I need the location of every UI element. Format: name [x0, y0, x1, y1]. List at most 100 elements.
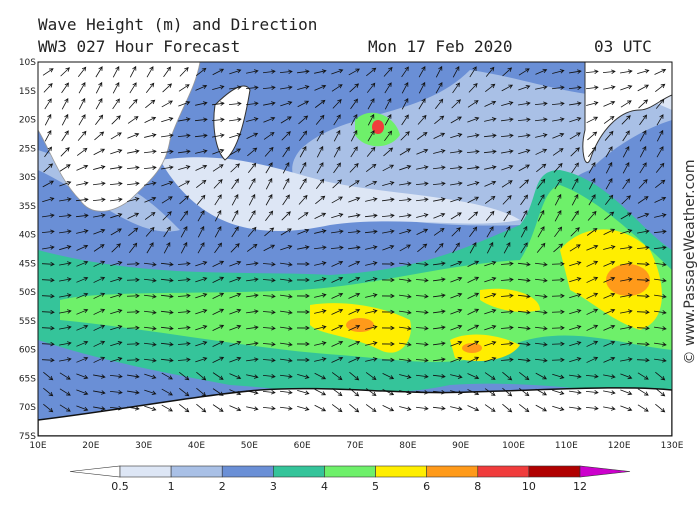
arrow	[568, 85, 582, 90]
arrow	[126, 325, 140, 331]
arrow	[449, 165, 463, 170]
legend-label: 1	[168, 480, 175, 493]
arrow	[331, 276, 344, 283]
arrow	[146, 242, 154, 254]
arrow	[331, 229, 344, 234]
arrow	[503, 225, 511, 238]
arrow	[517, 358, 531, 363]
arrow	[280, 100, 293, 107]
arrow	[109, 374, 123, 379]
arrow	[467, 260, 480, 267]
arrow	[604, 130, 614, 141]
arrow	[229, 324, 242, 331]
arrow	[76, 356, 89, 363]
arrow	[518, 164, 530, 172]
arrow	[484, 165, 497, 170]
arrow	[129, 82, 137, 94]
arrow	[348, 340, 361, 347]
arrow	[229, 260, 242, 267]
arrow	[484, 292, 497, 299]
arrow	[76, 324, 89, 331]
arrow	[620, 261, 633, 266]
arrow	[263, 101, 276, 106]
arrow	[59, 164, 71, 172]
arrow	[42, 180, 54, 188]
arrow	[143, 165, 157, 170]
arrow	[654, 310, 667, 315]
arrow	[534, 342, 548, 347]
arrow	[484, 276, 497, 283]
arrow	[620, 245, 633, 250]
arrow	[586, 276, 599, 283]
arrow	[382, 181, 395, 187]
legend-label: 2	[219, 480, 226, 493]
arrow	[602, 69, 616, 74]
arrow	[585, 390, 599, 395]
arrow	[415, 357, 429, 363]
arrow	[75, 197, 89, 202]
arrow	[348, 196, 361, 203]
arrow	[331, 213, 344, 219]
arrow	[41, 229, 55, 234]
arrow	[333, 145, 341, 158]
arrow	[501, 164, 514, 171]
arrow	[93, 148, 106, 156]
arrow	[450, 149, 463, 154]
arrow	[231, 178, 239, 190]
arrow	[296, 325, 310, 331]
arrow	[76, 147, 88, 156]
arrow	[467, 276, 480, 283]
arrow	[382, 404, 395, 412]
arrow	[554, 193, 562, 206]
arrow	[432, 374, 446, 379]
arrow	[569, 277, 582, 283]
arrow	[297, 374, 310, 379]
arrow	[620, 277, 633, 282]
arrow	[59, 197, 72, 202]
arrow	[229, 308, 242, 315]
arrow	[638, 178, 648, 189]
legend-label: 12	[573, 480, 587, 493]
arrow	[280, 358, 293, 363]
legend-swatch	[273, 465, 325, 478]
arrow	[76, 373, 89, 380]
arrow	[621, 115, 631, 125]
arrow	[41, 341, 55, 347]
lat-label: 40S	[19, 231, 36, 241]
arrow	[78, 114, 86, 126]
arrow	[331, 308, 344, 315]
arrow	[450, 133, 463, 139]
arrow	[452, 82, 460, 94]
arrow	[365, 180, 378, 187]
arrow	[331, 324, 344, 331]
arrow	[517, 310, 531, 315]
arrow	[622, 145, 630, 158]
arrow	[467, 405, 480, 412]
lon-label: 70E	[346, 441, 363, 451]
arrow	[586, 228, 598, 236]
arrow	[434, 242, 444, 253]
arrow	[145, 99, 156, 109]
arrow	[655, 83, 666, 93]
arrow	[383, 147, 394, 157]
arrow	[517, 342, 531, 347]
arrow	[112, 81, 120, 94]
arrow	[519, 179, 530, 189]
arrow	[144, 373, 157, 379]
arrow	[365, 388, 377, 397]
arrow	[551, 325, 565, 331]
arrow	[637, 229, 650, 234]
arrow	[42, 197, 55, 203]
arrow	[178, 117, 191, 122]
arrow	[415, 341, 429, 347]
arrow	[451, 227, 461, 237]
arrow	[656, 146, 664, 158]
arrow	[348, 324, 361, 331]
arrow	[433, 149, 446, 154]
arrow	[59, 180, 72, 187]
legend-swatch	[579, 465, 631, 478]
arrow	[569, 325, 582, 331]
arrow	[161, 372, 173, 380]
arrow	[144, 133, 157, 138]
arrow	[177, 309, 191, 315]
